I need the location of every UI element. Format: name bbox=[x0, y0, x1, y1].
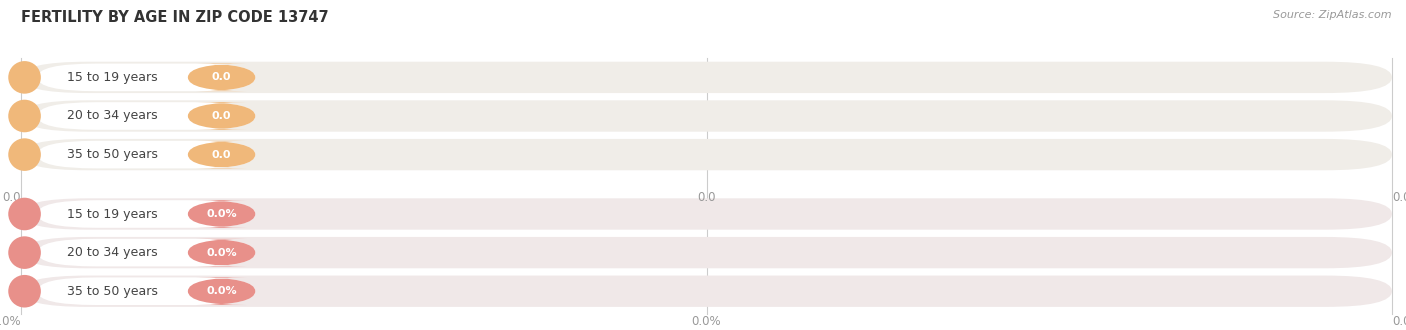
FancyBboxPatch shape bbox=[38, 239, 256, 266]
FancyBboxPatch shape bbox=[21, 237, 1392, 268]
FancyBboxPatch shape bbox=[188, 102, 256, 130]
FancyBboxPatch shape bbox=[38, 141, 256, 168]
Text: 0.0%: 0.0% bbox=[207, 286, 236, 296]
Text: 15 to 19 years: 15 to 19 years bbox=[67, 208, 157, 220]
Text: 0.0%: 0.0% bbox=[207, 248, 236, 258]
FancyBboxPatch shape bbox=[188, 141, 256, 168]
Text: 0.0: 0.0 bbox=[3, 191, 21, 204]
FancyBboxPatch shape bbox=[38, 278, 256, 305]
FancyBboxPatch shape bbox=[38, 200, 256, 228]
FancyBboxPatch shape bbox=[188, 278, 256, 305]
FancyBboxPatch shape bbox=[38, 64, 256, 91]
FancyBboxPatch shape bbox=[188, 239, 256, 266]
Ellipse shape bbox=[8, 138, 41, 171]
Text: 35 to 50 years: 35 to 50 years bbox=[67, 285, 157, 298]
FancyBboxPatch shape bbox=[188, 64, 256, 91]
FancyBboxPatch shape bbox=[38, 102, 256, 130]
Ellipse shape bbox=[8, 198, 41, 230]
Ellipse shape bbox=[8, 236, 41, 269]
Ellipse shape bbox=[8, 100, 41, 132]
Text: 0.0%: 0.0% bbox=[1392, 315, 1406, 328]
Text: 0.0%: 0.0% bbox=[692, 315, 721, 328]
FancyBboxPatch shape bbox=[21, 276, 1392, 307]
FancyBboxPatch shape bbox=[21, 198, 1392, 230]
Ellipse shape bbox=[8, 275, 41, 308]
FancyBboxPatch shape bbox=[21, 100, 1392, 132]
Text: 0.0: 0.0 bbox=[212, 111, 232, 121]
Text: 15 to 19 years: 15 to 19 years bbox=[67, 71, 157, 84]
Text: 0.0%: 0.0% bbox=[207, 209, 236, 219]
Text: 0.0: 0.0 bbox=[1392, 191, 1406, 204]
Text: 20 to 34 years: 20 to 34 years bbox=[67, 110, 157, 122]
Ellipse shape bbox=[8, 61, 41, 94]
Text: 0.0%: 0.0% bbox=[0, 315, 21, 328]
Text: 35 to 50 years: 35 to 50 years bbox=[67, 148, 157, 161]
Text: 0.0: 0.0 bbox=[697, 191, 716, 204]
Text: 0.0: 0.0 bbox=[212, 72, 232, 82]
Text: 0.0: 0.0 bbox=[212, 149, 232, 160]
FancyBboxPatch shape bbox=[188, 200, 256, 228]
FancyBboxPatch shape bbox=[21, 139, 1392, 170]
Text: FERTILITY BY AGE IN ZIP CODE 13747: FERTILITY BY AGE IN ZIP CODE 13747 bbox=[21, 10, 329, 25]
Text: Source: ZipAtlas.com: Source: ZipAtlas.com bbox=[1274, 10, 1392, 20]
Text: 20 to 34 years: 20 to 34 years bbox=[67, 246, 157, 259]
FancyBboxPatch shape bbox=[21, 62, 1392, 93]
